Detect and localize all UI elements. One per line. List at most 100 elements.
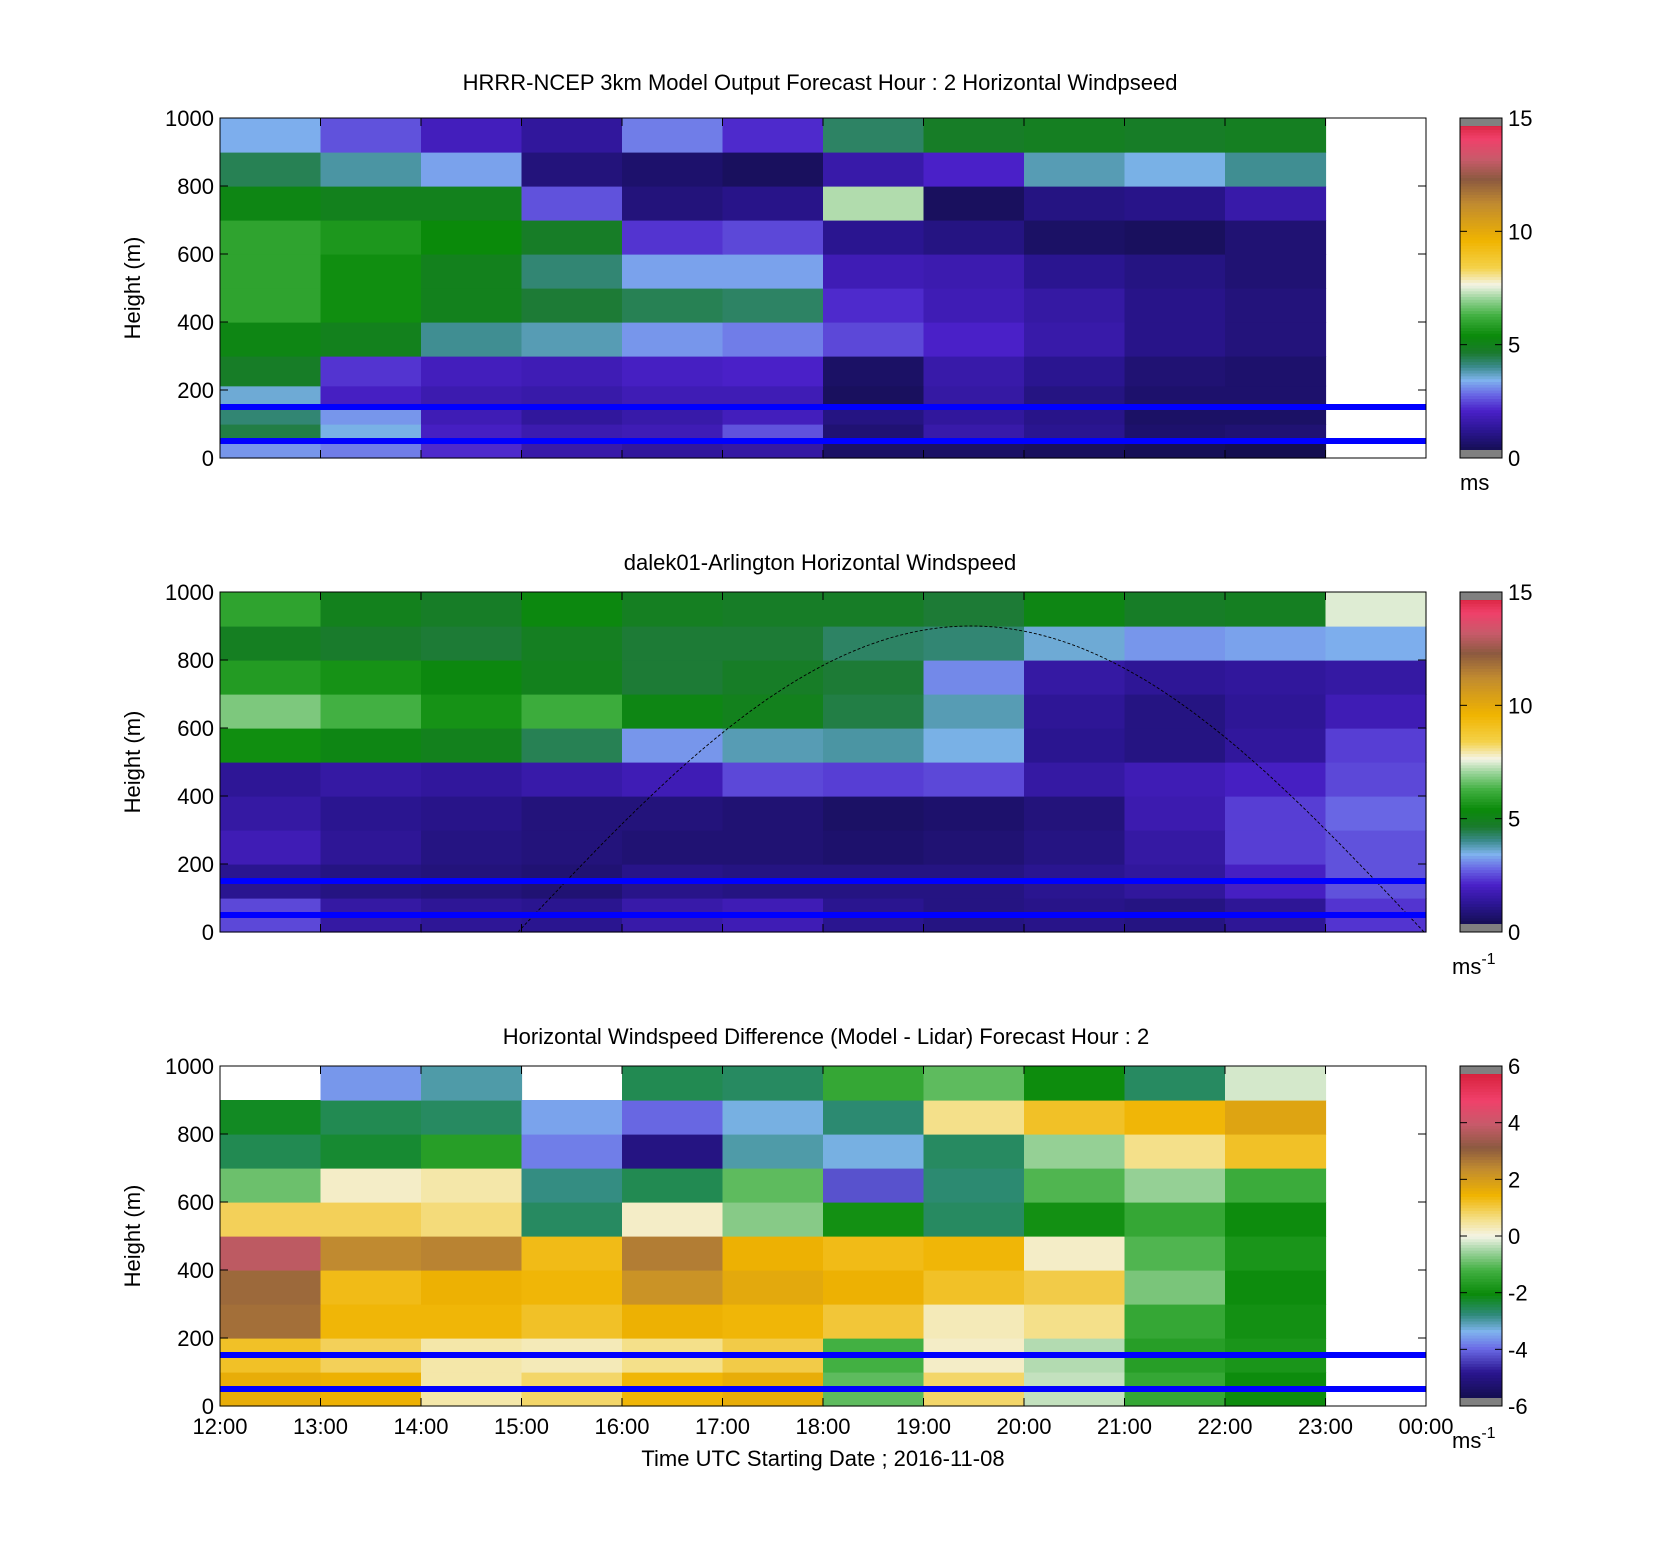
heatmap-cell [1124,796,1226,831]
colorbar-segment [1460,651,1502,655]
colorbar-tick-label: -4 [1508,1337,1528,1362]
x-tick-label: 16:00 [594,1414,649,1439]
colorbar-segment [1460,1170,1502,1175]
heatmap-cell [421,152,523,187]
colorbar-segment [1460,1119,1502,1124]
colorbar-segment [1460,344,1502,348]
colorbar-segment [1460,1278,1502,1282]
colorbar-underflow [1460,450,1502,458]
heatmap-cell [421,1202,523,1237]
colorbar-segment [1460,637,1502,641]
colorbar-segment [1460,177,1502,181]
heatmap-cell [1225,626,1327,661]
colorbar-segment [1460,1270,1502,1274]
heatmap-cell [722,322,824,357]
heatmap-cell [1024,356,1126,387]
colorbar-segment [1460,764,1502,769]
colorbar-segment [1460,759,1502,763]
x-tick-label: 18:00 [795,1414,850,1439]
colorbar-segment [1460,367,1502,371]
heatmap-cell [722,762,824,797]
colorbar-segment [1460,1182,1502,1186]
colorbar-segment [1460,1253,1502,1257]
heatmap-cell [622,322,724,357]
colorbar-segment [1460,767,1502,771]
colorbar-segment [1460,742,1502,746]
colorbar-segment [1460,677,1502,681]
heatmap-cell [220,728,322,763]
colorbar-segment [1460,254,1502,258]
heatmap-cell [1225,1134,1327,1169]
colorbar-segment [1460,1165,1502,1169]
heatmap-cell [722,186,824,221]
heatmap-cell [823,1236,925,1271]
colorbar-segment [1460,126,1502,130]
colorbar-segment [1460,169,1502,173]
heatmap-cell [1024,118,1126,153]
heatmap-cell [1225,152,1327,187]
colorbar-segment [1460,623,1502,627]
colorbar-segment [1460,1128,1502,1132]
heatmap-cell [1124,288,1226,323]
heatmap-cell [1325,762,1427,797]
colorbar-segment [1460,1326,1502,1330]
heatmap-cell [421,1270,523,1305]
heatmap-cell [421,660,523,695]
heatmap-cell [823,762,925,797]
colorbar-segment [1460,872,1502,876]
colorbar-segment [1460,620,1502,624]
colorbar-segment [1460,1340,1502,1345]
y-tick-label: 400 [177,310,214,335]
colorbar-segment [1460,796,1502,800]
colorbar-segment [1460,208,1502,212]
colorbar-segment [1460,702,1502,706]
heatmap-cell [1024,660,1126,695]
y-tick-label: 600 [177,1190,214,1215]
heatmap-cell [622,660,724,695]
heatmap-cell [1124,1236,1226,1271]
colorbar-segment [1460,1080,1502,1084]
heatmap-cell [421,220,523,255]
colorbar-segment [1460,214,1502,218]
colorbar-segment [1460,648,1502,652]
panel-model-ylabel: Height (m) [120,237,145,340]
colorbar-segment [1460,705,1502,709]
heatmap-cell [923,186,1025,221]
colorbar-segment [1460,1117,1502,1121]
heatmap-cell [421,1066,523,1101]
colorbar-segment [1460,895,1502,899]
heatmap-cell [421,728,523,763]
colorbar-segment [1460,657,1502,661]
y-tick-label: 200 [177,852,214,877]
colorbar-segment [1460,137,1502,142]
heatmap-cell [220,1100,322,1135]
heatmap-cell [521,728,623,763]
heatmap-cell [521,796,623,831]
heatmap-cell [622,152,724,187]
colorbar-segment [1460,1221,1502,1226]
colorbar-segment [1460,1108,1502,1112]
heatmap-cell [823,694,925,729]
colorbar-segment [1460,1372,1502,1376]
colorbar-segment [1460,1193,1502,1197]
colorbar-segment [1460,1134,1502,1138]
colorbar-segment [1460,688,1502,692]
heatmap-cell [1225,186,1327,221]
colorbar-segment [1460,1233,1502,1237]
colorbar-segment [1460,1391,1502,1396]
colorbar-tick-label: 15 [1508,580,1532,605]
heatmap-cell [823,186,925,221]
heatmap-cell [1225,356,1327,387]
heatmap-cell [421,186,523,221]
heatmap-cell [722,254,824,289]
colorbar-segment [1460,231,1502,235]
heatmap-cell [622,1236,724,1271]
heatmap-cell [722,152,824,187]
colorbar-segment [1460,146,1502,150]
heatmap-cell [421,118,523,153]
colorbar-segment [1460,1357,1502,1362]
heatmap-cell [220,830,322,865]
colorbar-segment [1460,779,1502,783]
heatmap-cell [320,356,422,387]
heatmap-cell [320,288,422,323]
